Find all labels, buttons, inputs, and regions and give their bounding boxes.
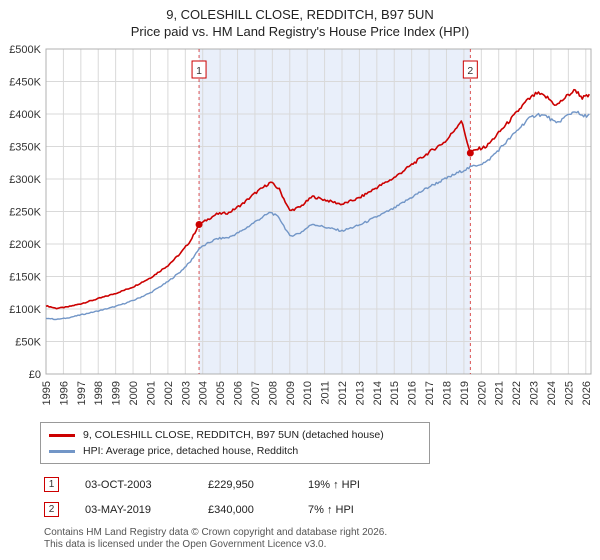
sale-annotation-2: 2 03-MAY-2019 £340,000 7% ↑ HPI: [44, 502, 600, 517]
svg-text:2004: 2004: [198, 381, 210, 405]
legend-label-property: 9, COLESHILL CLOSE, REDDITCH, B97 5UN (d…: [83, 429, 384, 441]
svg-text:2023: 2023: [529, 381, 541, 405]
svg-text:2025: 2025: [563, 381, 575, 405]
svg-text:1999: 1999: [111, 381, 123, 405]
legend-label-hpi: HPI: Average price, detached house, Redd…: [83, 445, 299, 457]
svg-text:1998: 1998: [93, 381, 105, 405]
svg-text:2005: 2005: [215, 381, 227, 405]
svg-text:2017: 2017: [424, 381, 436, 405]
svg-text:2008: 2008: [267, 381, 279, 405]
svg-text:2009: 2009: [285, 381, 297, 405]
svg-text:£250K: £250K: [9, 207, 41, 219]
svg-text:2006: 2006: [233, 381, 245, 405]
svg-text:1997: 1997: [76, 381, 88, 405]
sale-annotations: 1 03-OCT-2003 £229,950 19% ↑ HPI 2 03-MA…: [44, 477, 600, 517]
sale-2-date: 03-MAY-2019: [85, 503, 152, 516]
svg-text:2015: 2015: [389, 381, 401, 405]
svg-text:2014: 2014: [372, 381, 384, 405]
svg-text:1995: 1995: [41, 381, 53, 405]
svg-text:£300K: £300K: [9, 174, 41, 186]
svg-text:2003: 2003: [180, 381, 192, 405]
svg-text:2010: 2010: [302, 381, 314, 405]
sale-annotation-1: 1 03-OCT-2003 £229,950 19% ↑ HPI: [44, 477, 600, 492]
svg-text:2020: 2020: [476, 381, 488, 405]
svg-text:2012: 2012: [337, 381, 349, 405]
svg-text:£100K: £100K: [9, 304, 41, 316]
svg-text:£400K: £400K: [9, 109, 41, 121]
svg-text:£200K: £200K: [9, 239, 41, 251]
chart-legend: 9, COLESHILL CLOSE, REDDITCH, B97 5UN (d…: [40, 422, 430, 464]
svg-text:2000: 2000: [128, 381, 140, 405]
svg-text:£350K: £350K: [9, 142, 41, 154]
sale-1-price: £229,950: [208, 478, 254, 491]
svg-text:2: 2: [467, 65, 473, 77]
sale-1-number-badge: 1: [44, 477, 59, 492]
svg-text:2013: 2013: [354, 381, 366, 405]
sale-1-date: 03-OCT-2003: [85, 478, 152, 491]
sale-2-number-badge: 2: [44, 502, 59, 517]
license-footer: Contains HM Land Registry data © Crown c…: [44, 527, 600, 551]
svg-text:2011: 2011: [320, 381, 332, 405]
svg-text:2024: 2024: [546, 381, 558, 405]
svg-text:2002: 2002: [163, 381, 175, 405]
legend-item-property: 9, COLESHILL CLOSE, REDDITCH, B97 5UN (d…: [47, 427, 423, 443]
svg-text:£0: £0: [29, 369, 41, 381]
svg-text:2022: 2022: [511, 381, 523, 405]
footer-line-1: Contains HM Land Registry data © Crown c…: [44, 527, 388, 538]
sale-2-hpi-delta: 7% ↑ HPI: [308, 503, 354, 516]
svg-text:2007: 2007: [250, 381, 262, 405]
footer-line-2: This data is licensed under the Open Gov…: [44, 539, 327, 550]
hpi-line-swatch: [49, 449, 75, 453]
chart-titles: 9, COLESHILL CLOSE, REDDITCH, B97 5UN Pr…: [0, 0, 600, 40]
svg-text:2026: 2026: [581, 381, 593, 405]
svg-text:2016: 2016: [407, 381, 419, 405]
page-title: 9, COLESHILL CLOSE, REDDITCH, B97 5UN: [166, 7, 434, 22]
page-subtitle: Price paid vs. HM Land Registry's House …: [130, 24, 470, 39]
property-line-swatch: [49, 433, 75, 437]
legend-item-hpi: HPI: Average price, detached house, Redd…: [47, 443, 423, 459]
svg-text:£150K: £150K: [9, 272, 41, 284]
svg-text:£50K: £50K: [15, 337, 41, 349]
svg-text:£500K: £500K: [9, 44, 41, 56]
sale-1-hpi-delta: 19% ↑ HPI: [308, 478, 360, 491]
svg-text:2021: 2021: [494, 381, 506, 405]
svg-text:2018: 2018: [441, 381, 453, 405]
svg-text:2019: 2019: [459, 381, 471, 405]
sale-2-price: £340,000: [208, 503, 254, 516]
svg-text:1: 1: [196, 65, 202, 77]
svg-text:2001: 2001: [145, 381, 157, 405]
svg-text:£450K: £450K: [9, 77, 41, 89]
price-history-chart: £0 £50K £100K £150K £200K £250K £300K £350K £400…: [9, 44, 593, 405]
svg-text:1996: 1996: [58, 381, 70, 405]
